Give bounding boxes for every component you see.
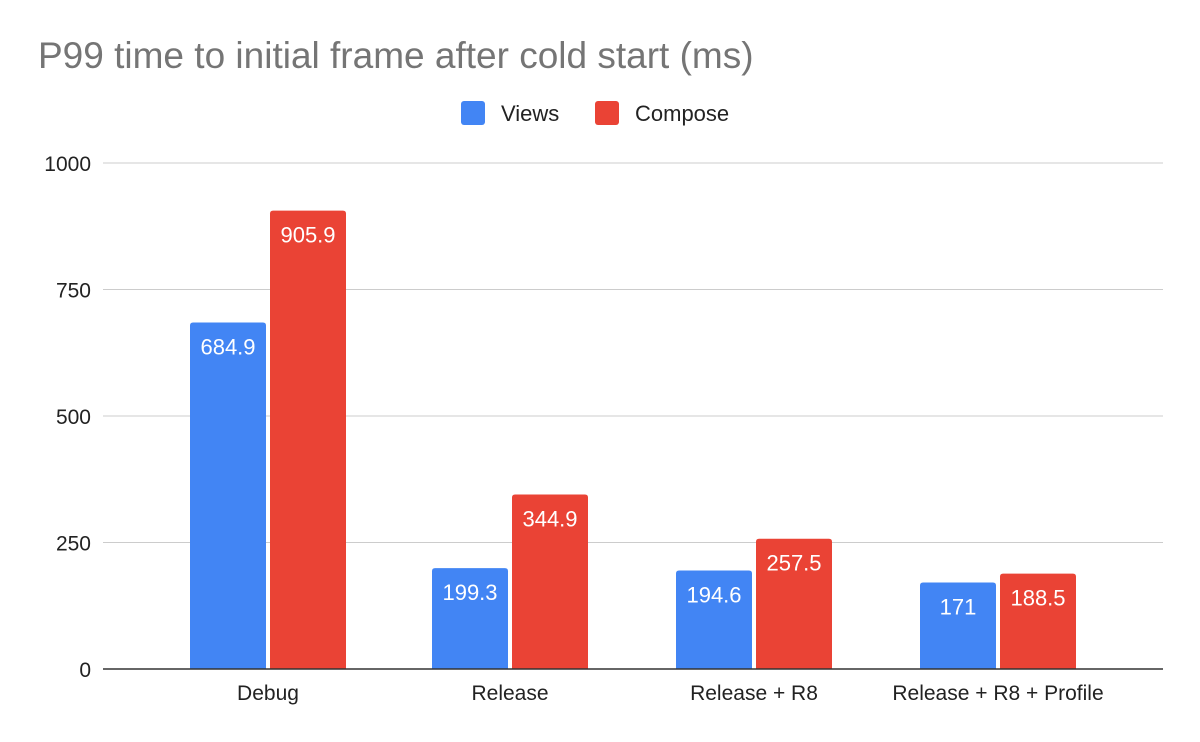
data-label: 905.9 xyxy=(280,223,335,248)
data-label: 171 xyxy=(940,594,977,619)
bar-compose-0 xyxy=(270,210,346,669)
legend-label-compose: Compose xyxy=(635,101,729,126)
data-label: 684.9 xyxy=(200,334,255,359)
bar-compose-3 xyxy=(1000,573,1076,669)
data-labels: 684.9 905.9 199.3 344.9 194.6 257.5 171 188.5 xyxy=(200,223,1065,620)
x-tick-label: Debug xyxy=(237,682,299,705)
x-tick-label: Release + R8 + Profile xyxy=(892,682,1103,705)
x-tick-label: Release xyxy=(471,682,548,705)
legend-label-views: Views xyxy=(501,101,559,126)
x-axis: Debug Release Release + R8 Release + R8 + P… xyxy=(103,668,1163,705)
x-tick-label: Release + R8 xyxy=(690,682,818,705)
bar-compose-1 xyxy=(512,494,588,669)
bar-views-1 xyxy=(432,568,508,669)
bar-views-2 xyxy=(676,570,752,669)
bars xyxy=(190,210,1076,669)
data-label: 199.3 xyxy=(442,580,497,605)
chart-title: P99 time to initial frame after cold sta… xyxy=(38,35,754,76)
bar-views-3 xyxy=(920,582,996,669)
legend-swatch-compose xyxy=(595,101,619,125)
y-tick-label: 250 xyxy=(56,533,91,556)
y-tick-label: 0 xyxy=(79,659,91,682)
data-label: 344.9 xyxy=(522,506,577,531)
legend-swatch-views xyxy=(461,101,485,125)
data-label: 257.5 xyxy=(766,551,821,576)
legend: Views Compose xyxy=(461,101,729,126)
data-label: 194.6 xyxy=(686,583,741,608)
y-tick-label: 750 xyxy=(56,280,91,303)
bar-compose-2 xyxy=(756,538,832,669)
bar-views-0 xyxy=(190,322,266,669)
y-axis: 0 250 500 750 1000 xyxy=(44,153,91,682)
data-label: 188.5 xyxy=(1010,586,1065,611)
y-tick-label: 1000 xyxy=(44,153,91,176)
y-tick-label: 500 xyxy=(56,406,91,429)
